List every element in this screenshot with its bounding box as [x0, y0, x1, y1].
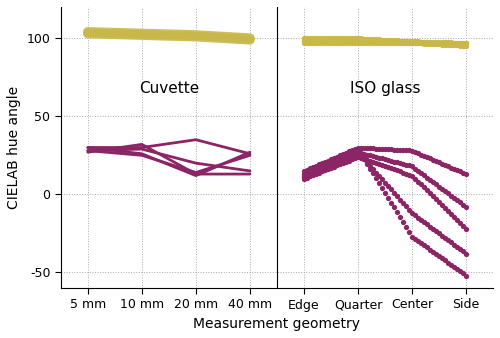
Text: Cuvette: Cuvette [138, 81, 199, 96]
Text: ISO glass: ISO glass [350, 81, 420, 96]
X-axis label: Measurement geometry: Measurement geometry [194, 317, 360, 331]
Y-axis label: CIELAB hue angle: CIELAB hue angle [7, 86, 21, 209]
